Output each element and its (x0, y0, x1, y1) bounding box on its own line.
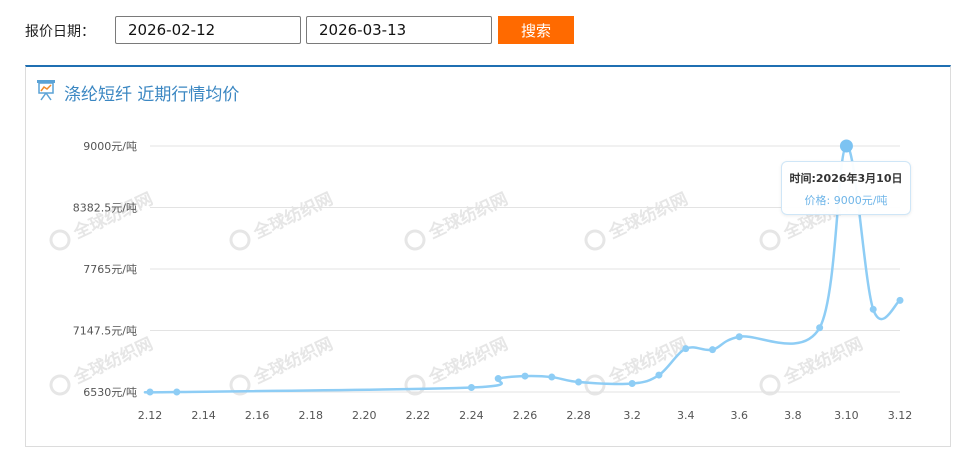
data-point (869, 305, 877, 313)
x-tick-label: 2.18 (298, 409, 323, 422)
watermark-logo: 全球纺织网 (229, 188, 336, 251)
watermark-logo: 全球纺织网 (584, 188, 691, 251)
watermark-logo: 全球纺织网 (759, 333, 866, 396)
series-line (143, 144, 901, 394)
tooltip-time: 时间:2026年3月10日 (789, 172, 903, 185)
data-point (521, 372, 529, 380)
data-point (682, 345, 690, 353)
y-tick-label: 7147.5元/吨 (73, 325, 137, 338)
watermark-logo: 全球纺织网 (404, 188, 511, 251)
x-tick-label: 2.14 (191, 409, 216, 422)
data-point (896, 296, 904, 304)
panel-title-text: 涤纶短纤 近期行情均价 (64, 85, 240, 105)
watermark-logo: 全球纺织网 (49, 188, 156, 251)
tooltip-price: 价格: 9000元/吨 (804, 194, 888, 207)
data-point (816, 324, 824, 332)
end-date-input[interactable] (306, 16, 492, 44)
chart-panel: 涤纶短纤 近期行情均价 (25, 65, 951, 447)
x-tick-label: 3.2 (623, 409, 641, 422)
watermark-logo: 全球纺织网 (229, 333, 336, 396)
x-tick-label: 2.16 (245, 409, 270, 422)
data-point (494, 375, 502, 383)
highlighted-data-point (839, 139, 853, 153)
data-point (146, 388, 154, 396)
x-tick-label: 2.22 (406, 409, 431, 422)
data-point (548, 373, 556, 381)
data-point (735, 333, 743, 341)
x-tick-label: 2.28 (566, 409, 591, 422)
watermark-text: 全球纺织网 (69, 188, 156, 243)
search-bar: 报价日期： 搜索 (0, 0, 960, 60)
x-tick-label: 3.12 (888, 409, 913, 422)
data-point (655, 371, 663, 379)
search-button[interactable]: 搜索 (498, 16, 574, 44)
price-tooltip: 时间:2026年3月10日 价格: 9000元/吨 (781, 161, 911, 215)
data-point (709, 346, 716, 354)
x-tick-label: 2.26 (513, 409, 538, 422)
data-point (173, 388, 181, 396)
data-point (575, 378, 583, 386)
x-tick-label: 2.12 (138, 409, 163, 422)
watermark-text: 全球纺织网 (249, 188, 336, 243)
watermark-logo: 全球纺织网 (584, 333, 691, 396)
date-label: 报价日期： (25, 24, 95, 40)
y-tick-label: 7765元/吨 (83, 263, 137, 276)
x-tick-label: 2.20 (352, 409, 377, 422)
watermark-text: 全球纺织网 (424, 188, 511, 243)
watermark-text: 全球纺织网 (779, 333, 866, 388)
y-tick-label: 8382.5元/吨 (73, 202, 137, 215)
watermark-text: 全球纺织网 (249, 333, 336, 388)
watermark-text: 全球纺织网 (604, 188, 691, 243)
x-tick-label: 3.8 (784, 409, 802, 422)
data-point (467, 384, 475, 392)
chart-presentation-icon (37, 80, 55, 101)
data-point (628, 380, 636, 388)
y-tick-label: 6530元/吨 (83, 386, 137, 399)
x-tick-label: 3.4 (677, 409, 695, 422)
x-tick-label: 3.10 (834, 409, 859, 422)
start-date-input[interactable] (115, 16, 301, 44)
watermark-text: 全球纺织网 (69, 333, 156, 388)
x-tick-label: 3.6 (731, 409, 749, 422)
y-tick-label: 9000元/吨 (83, 140, 137, 153)
x-tick-label: 2.24 (459, 409, 484, 422)
